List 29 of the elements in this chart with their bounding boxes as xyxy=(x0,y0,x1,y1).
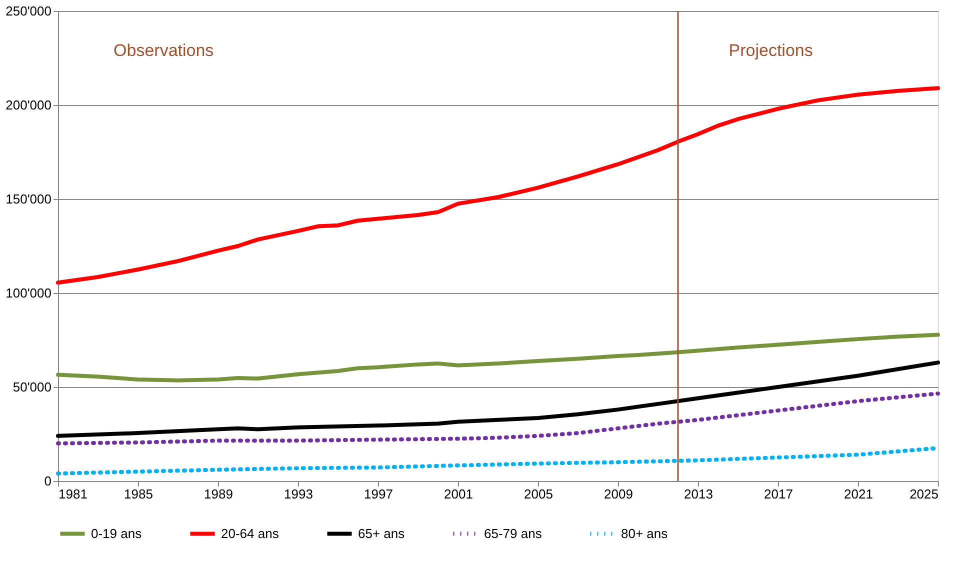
annotation: Projections xyxy=(728,40,813,60)
x-tick-label: 1985 xyxy=(124,486,153,502)
y-tick-label: 200'000 xyxy=(6,98,52,112)
legend-label: 0-19 ans xyxy=(91,526,142,541)
x-tick-label: 1981 xyxy=(58,486,88,502)
x-tick-label: 2025 xyxy=(910,486,938,502)
x-tick-label: 2001 xyxy=(444,486,473,502)
line-series xyxy=(56,360,940,438)
x-tick-label: 1993 xyxy=(284,486,313,502)
y-tick-label: 0 xyxy=(44,474,52,488)
legend-label: 20-64 ans xyxy=(221,526,280,541)
line-series xyxy=(56,392,940,446)
x-tick-label: 2021 xyxy=(844,486,873,502)
legend-label: 65+ ans xyxy=(358,526,406,541)
y-tick-label: 100'000 xyxy=(6,286,52,300)
y-tick-label: 50'000 xyxy=(12,380,52,394)
x-tick-label: 2013 xyxy=(684,486,713,502)
y-tick-label: 150'000 xyxy=(6,192,52,206)
legend-label: 65-79 ans xyxy=(484,526,542,541)
y-tick-label: 250'000 xyxy=(6,4,52,18)
x-tick-label: 2009 xyxy=(604,486,633,502)
x-tick-label: 2005 xyxy=(524,486,553,502)
x-tick-label: 1989 xyxy=(204,486,233,502)
x-tick-label: 2017 xyxy=(764,486,793,502)
x-tick-label: 1997 xyxy=(364,486,393,502)
line-series xyxy=(56,332,940,382)
line-series xyxy=(56,86,940,285)
legend-label: 80+ ans xyxy=(621,526,668,541)
annotation: Observations xyxy=(114,40,214,60)
